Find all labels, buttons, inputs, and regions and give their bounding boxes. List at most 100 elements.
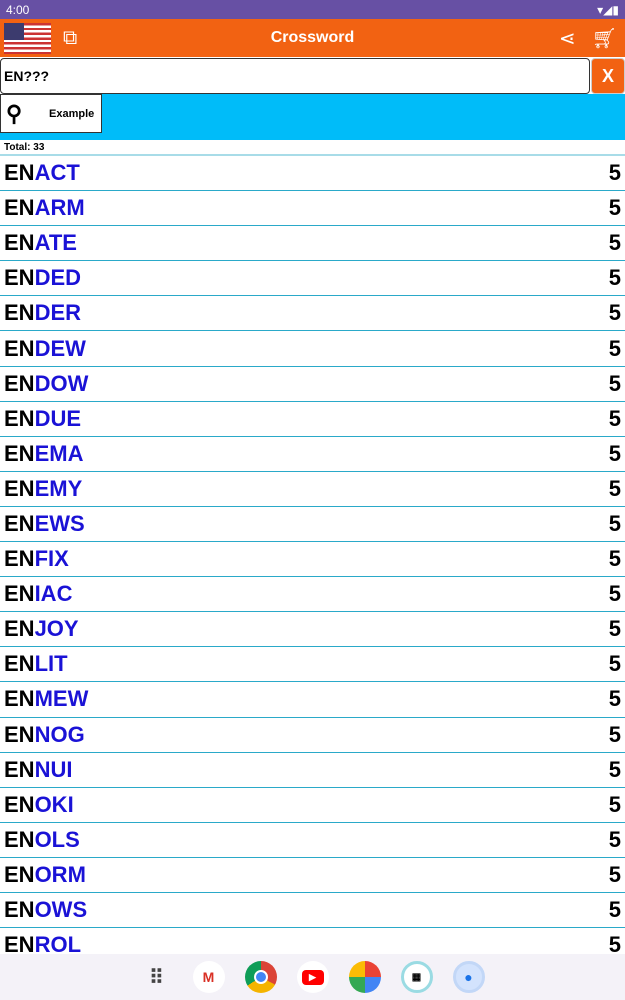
- word-row[interactable]: ENARM 5: [0, 191, 625, 227]
- us-flag-icon[interactable]: [4, 22, 51, 54]
- letter-count: 5: [608, 405, 621, 431]
- letter-count: 5: [608, 651, 621, 677]
- word-row[interactable]: ENACT 5: [0, 156, 625, 192]
- letter-count: 5: [608, 756, 621, 782]
- page-title: Crossword: [270, 29, 355, 46]
- letter-count: 5: [608, 546, 621, 572]
- crossword-app-icon[interactable]: ▦: [400, 961, 433, 993]
- letter-count: 5: [608, 160, 621, 186]
- word-suffix: ATE: [34, 230, 77, 256]
- word-row[interactable]: ENMEW 5: [0, 682, 625, 718]
- letter-count: 5: [608, 195, 621, 221]
- word-row[interactable]: ENLIT 5: [0, 647, 625, 683]
- word-row[interactable]: ENOKI 5: [0, 788, 625, 823]
- word-suffix: EMY: [34, 475, 83, 501]
- word-suffix: OLS: [34, 826, 80, 852]
- word: ENDED: [4, 265, 81, 291]
- letter-count: 5: [608, 932, 621, 958]
- letter-count: 5: [608, 581, 621, 607]
- taskbar: ⠿ M ▶ ▦ ●: [0, 954, 625, 1000]
- letter-count: 5: [608, 897, 621, 923]
- word-prefix: EN: [4, 405, 35, 431]
- word-suffix: ACT: [34, 160, 80, 186]
- word: ENARM: [4, 195, 85, 221]
- chrome-icon[interactable]: [244, 961, 277, 993]
- word: ENROL: [4, 932, 81, 958]
- letter-count: 5: [608, 510, 621, 536]
- word-row[interactable]: ENDED 5: [0, 261, 625, 297]
- word-prefix: EN: [4, 195, 35, 221]
- word: ENATE: [4, 230, 77, 256]
- example-button[interactable]: ⚲ Example: [0, 94, 102, 133]
- word-suffix: DER: [34, 300, 82, 326]
- word-prefix: EN: [4, 300, 35, 326]
- word-prefix: EN: [4, 370, 35, 396]
- word-row[interactable]: ENORM 5: [0, 858, 625, 893]
- word-list: ENACT 5 ENARM 5 ENATE 5 ENDED 5 ENDER 5 ENDEW 5 ENDO…: [0, 156, 625, 964]
- word-prefix: EN: [4, 510, 35, 536]
- word: ENIAC: [4, 581, 72, 607]
- word-row[interactable]: ENOLS 5: [0, 823, 625, 858]
- letter-count: 5: [608, 475, 621, 501]
- word: ENOKI: [4, 792, 74, 818]
- word-row[interactable]: ENEWS 5: [0, 507, 625, 543]
- photos-icon[interactable]: [348, 961, 381, 993]
- word-prefix: EN: [4, 756, 35, 782]
- word: ENFIX: [4, 546, 69, 572]
- messages-icon[interactable]: ●: [452, 961, 485, 993]
- word: ENEMY: [4, 476, 82, 502]
- word-suffix: FIX: [34, 546, 69, 572]
- word-suffix: EWS: [34, 510, 85, 536]
- word-row[interactable]: ENDER 5: [0, 296, 625, 332]
- word: ENMEW: [4, 686, 88, 712]
- word-prefix: EN: [4, 721, 35, 747]
- word-row[interactable]: ENNUI 5: [0, 753, 625, 788]
- example-label: Example: [49, 107, 95, 120]
- word: ENEWS: [4, 511, 85, 537]
- cart-icon[interactable]: 🛒︎: [591, 27, 617, 50]
- youtube-icon[interactable]: ▶: [296, 961, 329, 993]
- word-prefix: EN: [4, 440, 35, 466]
- word-row[interactable]: ENDUE 5: [0, 402, 625, 437]
- word-row[interactable]: ENIAC 5: [0, 577, 625, 613]
- share-icon[interactable]: ⋖: [558, 27, 576, 50]
- word-row[interactable]: ENNOG 5: [0, 718, 625, 753]
- letter-count: 5: [608, 616, 621, 642]
- word-prefix: EN: [4, 546, 35, 572]
- word-prefix: EN: [4, 475, 35, 501]
- letter-count: 5: [608, 300, 621, 326]
- letter-count: 5: [608, 686, 621, 712]
- gmail-icon[interactable]: M: [192, 961, 225, 993]
- word-prefix: EN: [4, 581, 35, 607]
- word: ENDUE: [4, 406, 81, 432]
- word-suffix: ROL: [34, 932, 82, 958]
- status-icons: ▾◢▮: [597, 2, 619, 17]
- word-row[interactable]: ENOWS 5: [0, 893, 625, 929]
- word-prefix: EN: [4, 335, 35, 361]
- word-row[interactable]: ENEMA 5: [0, 437, 625, 472]
- word-suffix: DED: [34, 265, 82, 291]
- word-row[interactable]: ENATE 5: [0, 226, 625, 262]
- clear-button[interactable]: X: [591, 58, 625, 94]
- word-row[interactable]: ENDOW 5: [0, 367, 625, 402]
- word-suffix: ARM: [34, 195, 85, 221]
- search-input[interactable]: [0, 58, 590, 94]
- word-row[interactable]: ENDEW 5: [0, 331, 625, 367]
- letter-count: 5: [608, 370, 621, 396]
- word-row[interactable]: ENEMY 5: [0, 472, 625, 507]
- word-suffix: NOG: [34, 721, 85, 747]
- copy-icon[interactable]: ⧉: [63, 27, 78, 49]
- word-prefix: EN: [4, 265, 35, 291]
- apps-icon[interactable]: ⠿: [149, 966, 164, 989]
- word: ENEMA: [4, 441, 83, 467]
- status-bar: 4:00 ▾◢▮: [0, 0, 625, 19]
- total-count: Total: 33: [0, 140, 625, 156]
- word-suffix: DEW: [34, 335, 86, 361]
- word-prefix: EN: [4, 932, 35, 958]
- letter-count: 5: [608, 791, 621, 817]
- word-row[interactable]: ENFIX 5: [0, 542, 625, 578]
- letter-count: 5: [608, 826, 621, 852]
- letter-count: 5: [608, 721, 621, 747]
- word: ENDEW: [4, 336, 86, 362]
- word-row[interactable]: ENJOY 5: [0, 612, 625, 648]
